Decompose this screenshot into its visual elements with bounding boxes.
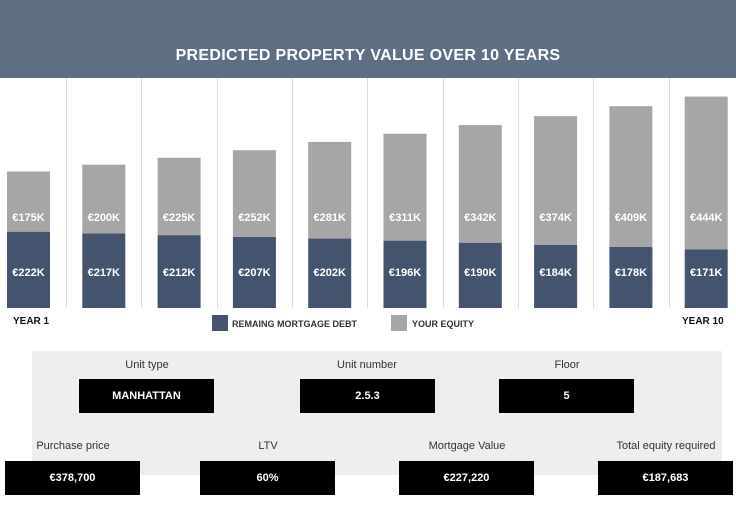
- floor-value: 5: [499, 379, 634, 413]
- chart-title: PREDICTED PROPERTY VALUE OVER 10 YEARS: [175, 47, 561, 64]
- data-label-equity: €409K: [615, 212, 647, 224]
- bar-equity: [7, 171, 50, 232]
- bar-equity: [609, 106, 653, 247]
- ltv-label: LTV: [258, 440, 278, 452]
- purchase-price-label: Purchase price: [36, 440, 110, 452]
- stacked-bar-chart: €222K €175K €217K €200K €212K €225K €207K €252K…: [7, 78, 728, 308]
- bar-equity: [232, 150, 276, 237]
- data-label-equity: €281K: [313, 212, 345, 224]
- legend-swatch-debt: [212, 315, 228, 331]
- total-equity-label: Total equity required: [616, 440, 716, 452]
- mortgage-value-value: €227,220: [399, 461, 534, 495]
- bar-equity: [82, 164, 126, 234]
- data-label-equity: €311K: [389, 212, 421, 224]
- data-label-equity: €252K: [238, 212, 270, 224]
- data-label-equity: €374K: [539, 212, 571, 224]
- purchase-price-value: €378,700: [5, 461, 140, 495]
- chart-legend: REMAING MORTGAGE DEBT YOUR EQUITY: [0, 315, 736, 333]
- bar-debt: [458, 242, 502, 308]
- data-label-debt: €196K: [389, 267, 421, 279]
- bar-equity: [534, 116, 578, 245]
- unit-number-label: Unit number: [337, 359, 397, 371]
- bar-debt: [308, 238, 352, 308]
- bar-debt: [534, 244, 578, 308]
- legend-label-debt: REMAING MORTGAGE DEBT: [232, 319, 357, 329]
- data-label-equity: €342K: [464, 212, 496, 224]
- data-label-debt: €217K: [88, 267, 120, 279]
- bar-equity: [383, 133, 427, 241]
- data-label-equity: €444K: [690, 212, 722, 224]
- bar-debt: [7, 231, 50, 308]
- data-label-debt: €212K: [163, 267, 195, 279]
- mortgage-value-label: Mortgage Value: [428, 440, 506, 452]
- bar-debt: [609, 246, 653, 308]
- legend-label-equity: YOUR EQUITY: [412, 319, 475, 329]
- x-axis-last-label: YEAR 10: [682, 316, 724, 327]
- bar-equity: [458, 125, 502, 243]
- bar-debt: [684, 249, 728, 308]
- total-equity-value: €187,683: [598, 461, 733, 495]
- data-label-equity: €200K: [88, 212, 120, 224]
- data-label-debt: €222K: [12, 267, 44, 279]
- floor-label: Floor: [554, 359, 580, 371]
- data-label-debt: €178K: [615, 267, 647, 279]
- bar-equity: [684, 96, 728, 250]
- data-label-debt: €202K: [313, 267, 345, 279]
- data-label-debt: €207K: [238, 267, 270, 279]
- data-label-debt: €171K: [690, 267, 722, 279]
- chart-header: PREDICTED PROPERTY VALUE OVER 10 YEARS: [0, 0, 736, 78]
- x-axis-first-label: YEAR 1: [13, 316, 50, 327]
- bar-equity: [308, 141, 352, 239]
- property-info-panel: [32, 351, 722, 475]
- data-label-equity: €175K: [12, 212, 44, 224]
- bar-debt: [232, 236, 276, 308]
- legend-swatch-equity: [391, 315, 407, 331]
- unit-type-label: Unit type: [125, 359, 169, 371]
- bar-debt: [157, 235, 201, 308]
- data-label-equity: €225K: [163, 212, 195, 224]
- bar-debt: [82, 233, 126, 308]
- bar-equity: [157, 157, 201, 236]
- bar-debt: [383, 240, 427, 308]
- ltv-value: 60%: [200, 461, 335, 495]
- data-label-debt: €184K: [539, 267, 571, 279]
- data-label-debt: €190K: [464, 267, 496, 279]
- unit-number-value: 2.5.3: [300, 379, 435, 413]
- unit-type-value: MANHATTAN: [79, 379, 214, 413]
